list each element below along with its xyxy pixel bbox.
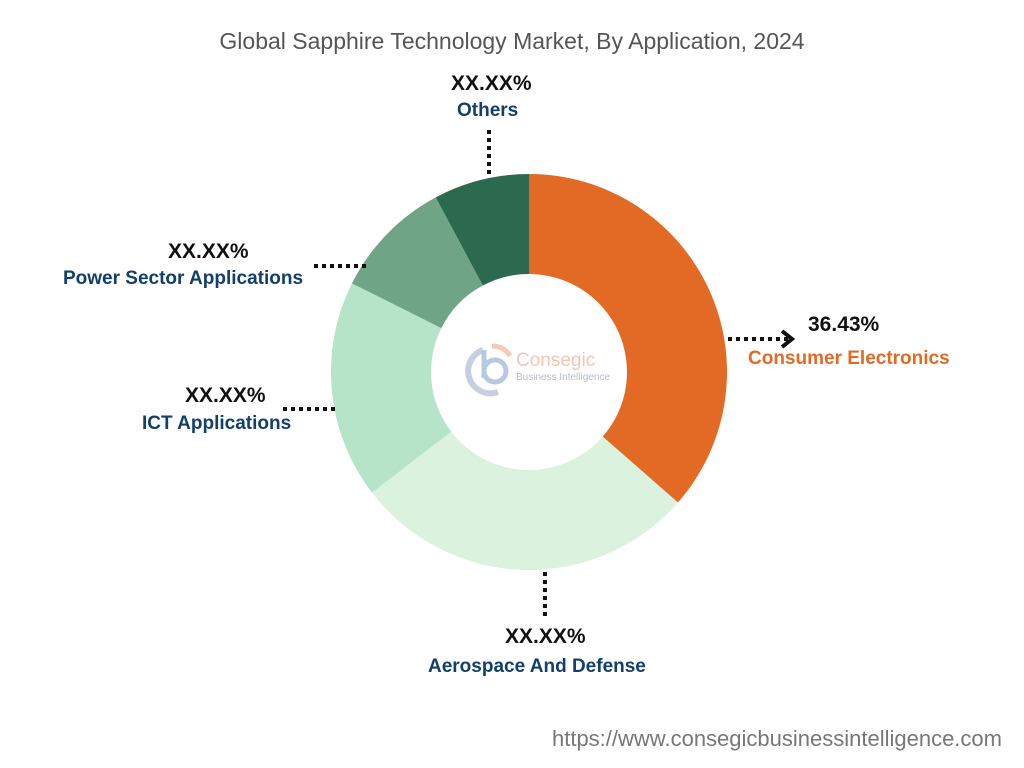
category-label-consumer-electronics: Consumer Electronics xyxy=(748,348,950,369)
value-label-consumer-electronics-text: 36.43% xyxy=(808,313,880,336)
slice-power-sector-applications xyxy=(351,197,483,329)
logo-subtitle: Business Intelligence xyxy=(516,372,610,383)
value-label-power: XX.XX% xyxy=(168,240,249,263)
category-label-others: Others xyxy=(457,100,519,121)
slice-aerospace-and-defense xyxy=(371,431,678,571)
slice-others xyxy=(435,174,529,286)
category-label-aerospace: Aerospace And Defense xyxy=(428,656,646,677)
category-label-power: Power Sector Applications xyxy=(63,268,304,289)
chart-title: Global Sapphire Technology Market, By Ap… xyxy=(219,28,805,54)
slice-consumer-electronics xyxy=(529,174,727,503)
arrow-head-icon xyxy=(780,329,796,349)
category-label-ict: ICT Applications xyxy=(142,413,292,434)
footer-url: https://www.consegicbusinessintelligence… xyxy=(551,726,1002,751)
value-label-aerospace: XX.XX% xyxy=(505,625,586,648)
value-label-consumer-electronics: 36.43% xyxy=(808,313,879,337)
leader-lines xyxy=(283,130,796,616)
logo-name: Consegic xyxy=(516,350,596,371)
slice-ict-applications xyxy=(331,283,452,493)
value-label-ict: XX.XX% xyxy=(185,384,266,407)
value-label-others: XX.XX% xyxy=(451,72,532,95)
